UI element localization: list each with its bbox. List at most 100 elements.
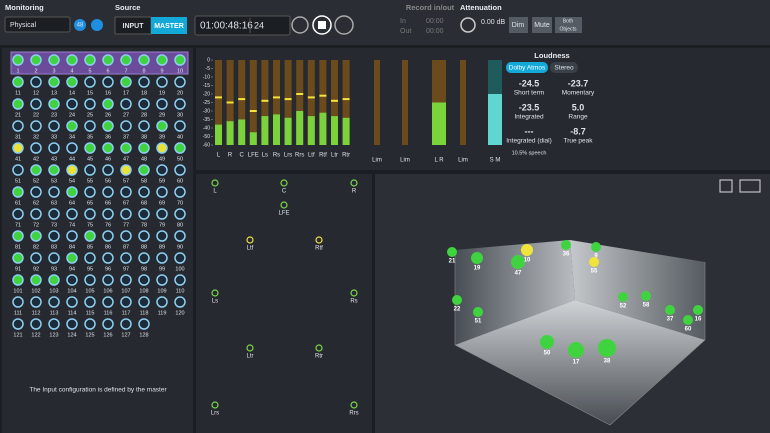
object[interactable] — [591, 242, 601, 252]
input-channel[interactable] — [121, 209, 131, 219]
input-channel[interactable] — [67, 165, 77, 175]
input-channel[interactable] — [121, 319, 131, 329]
input-channel[interactable] — [13, 253, 23, 263]
input-channel[interactable] — [13, 231, 23, 241]
object[interactable] — [561, 240, 571, 250]
input-channel[interactable] — [139, 187, 149, 197]
input-channel[interactable] — [175, 275, 185, 285]
input-channel[interactable] — [121, 77, 131, 87]
settings-icon[interactable] — [91, 19, 103, 31]
object[interactable] — [568, 342, 584, 358]
input-channel[interactable] — [13, 209, 23, 219]
object[interactable] — [471, 252, 483, 264]
object[interactable] — [447, 247, 457, 257]
object[interactable] — [521, 244, 533, 256]
object[interactable] — [473, 307, 483, 317]
input-channel[interactable] — [103, 297, 113, 307]
input-channel[interactable] — [85, 143, 95, 153]
input-channel[interactable] — [31, 187, 41, 197]
input-channel[interactable] — [157, 209, 167, 219]
input-channel[interactable] — [31, 209, 41, 219]
input-channel[interactable] — [139, 143, 149, 153]
input-channel[interactable] — [103, 165, 113, 175]
input-channel[interactable] — [103, 99, 113, 109]
input-channel[interactable] — [139, 121, 149, 131]
input-channel[interactable] — [157, 165, 167, 175]
input-channel[interactable] — [103, 121, 113, 131]
input-channel[interactable] — [175, 187, 185, 197]
object[interactable] — [452, 295, 462, 305]
input-channel[interactable] — [85, 121, 95, 131]
input-channel[interactable] — [85, 187, 95, 197]
input-channel[interactable] — [121, 99, 131, 109]
input-channel[interactable] — [157, 99, 167, 109]
object[interactable] — [589, 257, 599, 267]
input-channel[interactable] — [13, 121, 23, 131]
input-channel[interactable] — [13, 187, 23, 197]
object[interactable] — [540, 335, 554, 349]
input-channel[interactable] — [49, 253, 59, 263]
input-channel[interactable] — [103, 143, 113, 153]
input-channel[interactable] — [157, 231, 167, 241]
input-channel[interactable] — [103, 55, 113, 65]
input-channel[interactable] — [157, 55, 167, 65]
input-channel[interactable] — [121, 165, 131, 175]
input-channel[interactable] — [49, 99, 59, 109]
input-channel[interactable] — [175, 99, 185, 109]
input-channel[interactable] — [31, 253, 41, 263]
object[interactable] — [683, 315, 693, 325]
input-channel[interactable] — [121, 253, 131, 263]
input-channel[interactable] — [85, 319, 95, 329]
input-channel[interactable] — [13, 99, 23, 109]
input-channel[interactable] — [67, 297, 77, 307]
input-channel[interactable] — [13, 297, 23, 307]
object[interactable] — [693, 305, 703, 315]
input-channel[interactable] — [157, 297, 167, 307]
input-channel[interactable] — [139, 165, 149, 175]
input-channel[interactable] — [85, 297, 95, 307]
input-channel[interactable] — [49, 143, 59, 153]
input-channel[interactable] — [175, 77, 185, 87]
input-channel[interactable] — [103, 253, 113, 263]
input-channel[interactable] — [49, 319, 59, 329]
input-channel[interactable] — [13, 165, 23, 175]
input-channel[interactable] — [103, 187, 113, 197]
input-channel[interactable] — [49, 55, 59, 65]
input-channel[interactable] — [157, 77, 167, 87]
input-channel[interactable] — [67, 253, 77, 263]
input-channel[interactable] — [175, 231, 185, 241]
object[interactable] — [618, 292, 628, 302]
input-channel[interactable] — [139, 55, 149, 65]
input-channel[interactable] — [103, 319, 113, 329]
input-channel[interactable] — [103, 275, 113, 285]
input-channel[interactable] — [67, 99, 77, 109]
input-channel[interactable] — [139, 77, 149, 87]
input-channel[interactable] — [67, 143, 77, 153]
input-channel[interactable] — [175, 209, 185, 219]
input-channel[interactable] — [121, 297, 131, 307]
input-channel[interactable] — [85, 275, 95, 285]
input-channel[interactable] — [139, 319, 149, 329]
input-channel[interactable] — [139, 253, 149, 263]
input-channel[interactable] — [31, 143, 41, 153]
object[interactable] — [641, 291, 651, 301]
input-channel[interactable] — [85, 209, 95, 219]
input-channel[interactable] — [49, 121, 59, 131]
input-channel[interactable] — [67, 121, 77, 131]
input-channel[interactable] — [103, 209, 113, 219]
input-channel[interactable] — [139, 99, 149, 109]
input-channel[interactable] — [49, 187, 59, 197]
input-channel[interactable] — [67, 187, 77, 197]
input-channel[interactable] — [139, 297, 149, 307]
input-channel[interactable] — [49, 231, 59, 241]
input-channel[interactable] — [49, 297, 59, 307]
input-channel[interactable] — [31, 55, 41, 65]
input-channel[interactable] — [31, 121, 41, 131]
input-channel[interactable] — [85, 253, 95, 263]
input-channel[interactable] — [31, 319, 41, 329]
input-channel[interactable] — [157, 187, 167, 197]
input-channel[interactable] — [49, 209, 59, 219]
input-channel[interactable] — [175, 143, 185, 153]
input-channel[interactable] — [13, 275, 23, 285]
input-channel[interactable] — [103, 77, 113, 87]
